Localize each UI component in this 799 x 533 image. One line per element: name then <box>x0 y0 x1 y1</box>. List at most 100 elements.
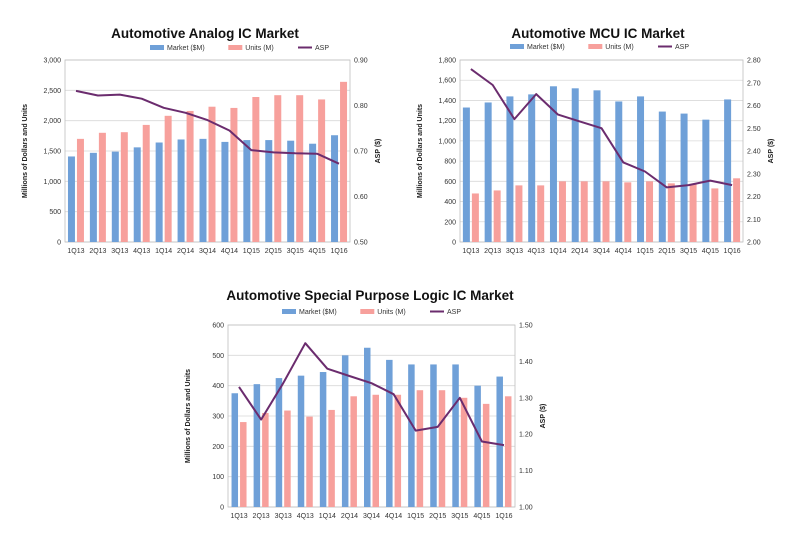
legend-label: Units (M) <box>245 45 273 52</box>
y2-tick-label: 1.10 <box>519 468 533 475</box>
units-bar <box>340 81 348 242</box>
x-tick-label: 2Q13 <box>89 248 106 255</box>
y2-tick-label: 0.90 <box>354 58 368 65</box>
y2-tick-label: 0.80 <box>354 103 368 110</box>
x-tick-label: 2Q13 <box>484 248 501 255</box>
y-tick-label: 1,400 <box>438 98 456 105</box>
units-bar <box>350 396 357 507</box>
y2-tick-label: 2.00 <box>747 240 761 247</box>
y2-tick-label: 0.70 <box>354 149 368 156</box>
units-bar <box>438 390 446 507</box>
units-bar <box>667 183 675 242</box>
units-bar <box>252 97 260 242</box>
x-tick-label: 2Q14 <box>177 248 194 255</box>
plot-frame <box>227 324 516 508</box>
market-bar <box>67 156 75 242</box>
x-tick-label: 3Q15 <box>287 248 304 255</box>
units-bar <box>164 115 172 242</box>
market-bar <box>549 86 557 243</box>
chart-title: Automotive MCU IC Market <box>511 26 685 41</box>
market-bar <box>452 364 459 507</box>
legend-label: Market ($M) <box>527 44 565 51</box>
legend-swatch <box>360 309 375 314</box>
market-bar <box>319 372 327 507</box>
units-bar <box>274 95 282 242</box>
units-bar <box>646 181 654 242</box>
market-bar <box>474 385 481 507</box>
y-tick-label: 1,000 <box>43 179 61 186</box>
market-bar <box>506 96 514 243</box>
market-bar <box>133 147 141 242</box>
units-bar <box>372 394 379 507</box>
legend-label: ASP <box>675 44 689 51</box>
y-tick-label: 1,500 <box>43 149 61 156</box>
market-bar <box>297 375 305 507</box>
units-bar <box>208 106 216 242</box>
x-tick-label: 1Q16 <box>330 248 347 255</box>
y2-axis-label: ASP ($) <box>540 404 547 429</box>
y2-tick-label: 0.60 <box>354 194 368 201</box>
y-tick-label: 300 <box>212 414 224 421</box>
y2-tick-label: 0.50 <box>354 240 368 247</box>
legend-label: ASP <box>447 309 461 316</box>
x-tick-label: 4Q13 <box>528 248 545 255</box>
y2-tick-label: 2.80 <box>747 58 761 65</box>
market-bar <box>680 113 688 242</box>
units-bar <box>580 181 588 242</box>
x-tick-label: 3Q14 <box>593 248 610 255</box>
market-bar <box>364 347 371 507</box>
y-tick-label: 1,000 <box>438 138 456 145</box>
y2-axis-label: ASP ($) <box>768 139 775 164</box>
market-bar <box>430 364 437 507</box>
y-tick-label: 800 <box>444 159 456 166</box>
market-bar <box>484 102 492 242</box>
legend-swatch <box>150 45 164 50</box>
units-bar <box>318 99 326 242</box>
y2-tick-label: 1.30 <box>519 395 533 402</box>
x-tick-label: 4Q14 <box>385 513 402 520</box>
x-tick-label: 3Q14 <box>199 248 216 255</box>
y2-axis-label: ASP ($) <box>375 139 382 164</box>
units-bar <box>76 138 84 242</box>
market-bar <box>199 138 207 242</box>
market-bar <box>658 111 666 242</box>
y-tick-label: 1,200 <box>438 118 456 125</box>
y-axis-label: Millions of Dollars and Units <box>22 104 29 198</box>
market-bar <box>386 359 393 507</box>
y-tick-label: 400 <box>444 199 456 206</box>
y-tick-label: 600 <box>444 179 456 186</box>
market-bar <box>287 140 295 242</box>
x-tick-label: 2Q13 <box>253 513 270 520</box>
y-tick-label: 0 <box>57 240 61 247</box>
plot-frame <box>64 59 351 243</box>
x-tick-label: 1Q15 <box>243 248 260 255</box>
units-bar <box>240 422 247 507</box>
y2-tick-label: 1.50 <box>519 323 533 330</box>
market-bar <box>615 101 623 242</box>
legend-swatch <box>228 45 243 50</box>
units-bar <box>482 403 490 507</box>
x-tick-label: 1Q15 <box>636 248 653 255</box>
x-tick-label: 4Q14 <box>221 248 238 255</box>
units-bar <box>142 124 150 242</box>
y2-tick-label: 2.30 <box>747 171 761 178</box>
units-bar <box>504 396 512 507</box>
x-tick-label: 3Q13 <box>275 513 292 520</box>
market-bar <box>111 151 119 242</box>
y2-tick-label: 1.20 <box>519 432 533 439</box>
x-tick-label: 3Q13 <box>111 248 128 255</box>
units-bar <box>230 107 238 242</box>
market-bar <box>341 355 349 507</box>
y2-tick-label: 2.70 <box>747 80 761 87</box>
y-tick-label: 100 <box>212 474 224 481</box>
market-bar <box>331 135 339 242</box>
legend-label: Units (M) <box>377 309 405 316</box>
x-tick-label: 2Q15 <box>265 248 282 255</box>
market-bar <box>253 384 261 507</box>
units-bar <box>284 410 291 507</box>
market-bar <box>243 140 251 242</box>
units-bar <box>602 181 610 242</box>
x-tick-label: 3Q13 <box>506 248 523 255</box>
market-bar <box>265 140 273 242</box>
plot-frame <box>459 59 744 243</box>
